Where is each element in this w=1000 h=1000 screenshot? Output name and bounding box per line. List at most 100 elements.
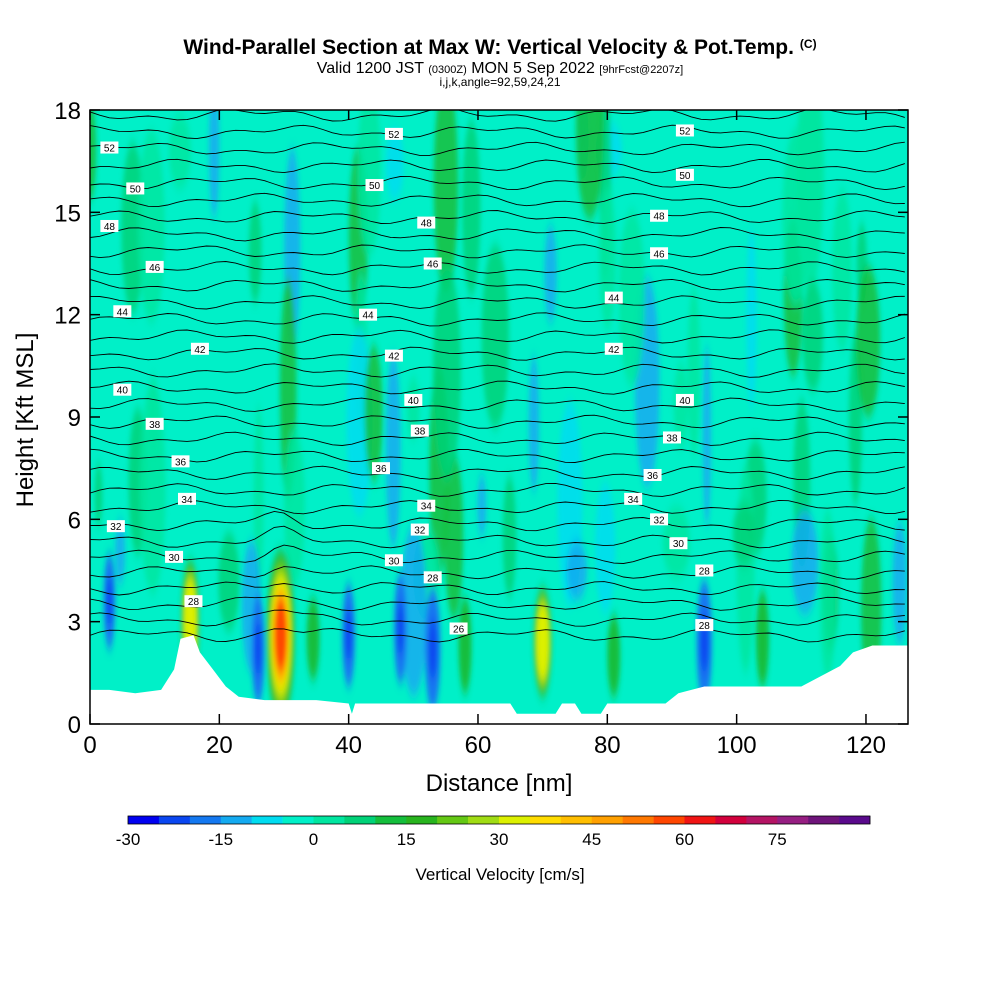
contour-label: 28 bbox=[423, 571, 442, 584]
contour-label-text: 48 bbox=[104, 222, 116, 233]
x-tick-label: 80 bbox=[594, 732, 621, 759]
x-tick-label: 60 bbox=[465, 732, 492, 759]
colorbar-swatch bbox=[499, 816, 531, 824]
theta-contour-line bbox=[90, 628, 905, 643]
contour-label: 28 bbox=[695, 564, 714, 578]
contour-label-text: 28 bbox=[699, 567, 711, 578]
contour-label-text: 30 bbox=[388, 556, 400, 567]
contour-label-text: 34 bbox=[628, 495, 640, 506]
contour-label: 36 bbox=[371, 462, 390, 475]
contour-label: 34 bbox=[624, 492, 643, 506]
contour-label: 38 bbox=[662, 431, 681, 444]
contour-label-text: 36 bbox=[175, 457, 187, 468]
colorbar-swatch bbox=[653, 816, 685, 824]
contour-label-text: 52 bbox=[679, 126, 691, 137]
contour-label-text: 46 bbox=[149, 263, 161, 274]
theta-contour-line bbox=[90, 192, 905, 208]
theta-contour-line bbox=[90, 510, 905, 532]
theta-contour-line bbox=[90, 581, 905, 596]
contour-label: 46 bbox=[145, 260, 164, 274]
theta-contour-line bbox=[90, 91, 905, 104]
contour-label: 50 bbox=[126, 182, 145, 195]
contour-label: 40 bbox=[404, 393, 423, 407]
contour-label-text: 32 bbox=[653, 515, 665, 526]
contour-label-text: 40 bbox=[679, 396, 691, 407]
x-tick-label: 20 bbox=[206, 732, 233, 759]
contour-label-text: 36 bbox=[375, 464, 387, 475]
contour-label-text: 34 bbox=[421, 502, 433, 513]
contour-label: 52 bbox=[384, 127, 403, 141]
y-tick-label: 15 bbox=[54, 200, 81, 227]
colorbar-swatch bbox=[746, 816, 778, 824]
contour-label-text: 44 bbox=[608, 294, 620, 305]
velocity-field bbox=[90, 110, 908, 724]
contour-label-text: 40 bbox=[408, 396, 420, 407]
valid-time-line: Valid 1200 JST (0300Z) MON 5 Sep 2022 [9… bbox=[316, 60, 684, 77]
contour-label: 48 bbox=[650, 209, 669, 223]
contour-label-text: 28 bbox=[699, 621, 711, 632]
theta-contour-line bbox=[90, 565, 905, 580]
contour-label-text: 38 bbox=[149, 420, 161, 431]
contour-label-text: 46 bbox=[427, 260, 439, 271]
contour-label: 30 bbox=[384, 554, 403, 567]
colorbar-tick-label: 45 bbox=[582, 830, 601, 849]
contour-label: 38 bbox=[410, 424, 429, 438]
contour-label-text: 38 bbox=[414, 427, 426, 438]
contour-label: 28 bbox=[184, 595, 203, 608]
contour-label: 28 bbox=[695, 619, 714, 632]
contour-label: 42 bbox=[604, 342, 623, 356]
colorbar-label: Vertical Velocity [cm/s] bbox=[415, 865, 584, 884]
theta-contour-line bbox=[90, 414, 905, 429]
colorbar-tick-label: -15 bbox=[208, 830, 233, 849]
colorbar-swatch bbox=[560, 816, 593, 824]
colorbar-swatch bbox=[406, 816, 438, 824]
contour-label: 34 bbox=[177, 492, 196, 506]
contour-label-text: 32 bbox=[110, 522, 122, 533]
contour-label: 46 bbox=[423, 257, 442, 271]
contour-label: 36 bbox=[171, 455, 190, 468]
colorbar-frame bbox=[127, 815, 871, 825]
colorbar-swatch bbox=[622, 816, 654, 824]
contour-label-text: 42 bbox=[194, 345, 206, 356]
y-tick-label: 3 bbox=[68, 610, 81, 637]
y-tick-label: 9 bbox=[68, 405, 81, 432]
theta-contour-line bbox=[90, 110, 905, 122]
contour-label: 32 bbox=[650, 513, 669, 526]
colorbar-swatch bbox=[777, 816, 809, 824]
chart-title: Wind-Parallel Section at Max W: Vertical… bbox=[183, 36, 817, 59]
colorbar-swatch bbox=[220, 816, 252, 824]
theta-contour-line bbox=[90, 244, 905, 259]
theta-contour-line bbox=[90, 141, 905, 156]
theta-contour-line bbox=[90, 397, 905, 412]
contour-label: 44 bbox=[604, 291, 623, 305]
theta-contour-line bbox=[90, 312, 905, 327]
theta-contour-line bbox=[90, 210, 905, 224]
theta-contour-line bbox=[90, 465, 905, 481]
theta-contour-line bbox=[90, 74, 905, 87]
colorbar-swatch bbox=[344, 816, 376, 824]
contour-label-text: 38 bbox=[666, 433, 678, 444]
colorbar-swatch bbox=[468, 816, 500, 824]
contour-label: 30 bbox=[669, 537, 688, 550]
colorbar: -30 -15 0 15 30 45 60 75 bbox=[116, 815, 871, 849]
contour-label: 52 bbox=[100, 141, 119, 155]
contour-label: 48 bbox=[417, 216, 436, 230]
contour-label: 42 bbox=[384, 349, 403, 363]
theta-contour-line bbox=[90, 295, 905, 310]
colorbar-swatch bbox=[282, 816, 314, 824]
colorbar-swatch bbox=[251, 816, 283, 824]
x-tick-label: 40 bbox=[335, 732, 362, 759]
x-axis: 0 20 40 60 80 100 120 bbox=[83, 110, 886, 759]
theta-contours bbox=[90, 74, 905, 643]
colorbar-tick-label: 75 bbox=[768, 830, 787, 849]
contour-label: 50 bbox=[675, 168, 694, 182]
contour-label: 30 bbox=[165, 550, 184, 564]
theta-contour-line bbox=[90, 329, 905, 344]
theta-contour-line bbox=[90, 158, 905, 174]
colorbar-swatch bbox=[591, 816, 623, 824]
contour-label-text: 36 bbox=[647, 471, 659, 482]
theta-contour-line bbox=[90, 124, 905, 140]
x-tick-label: 0 bbox=[83, 732, 96, 759]
colorbar-tick-label: 15 bbox=[397, 830, 416, 849]
